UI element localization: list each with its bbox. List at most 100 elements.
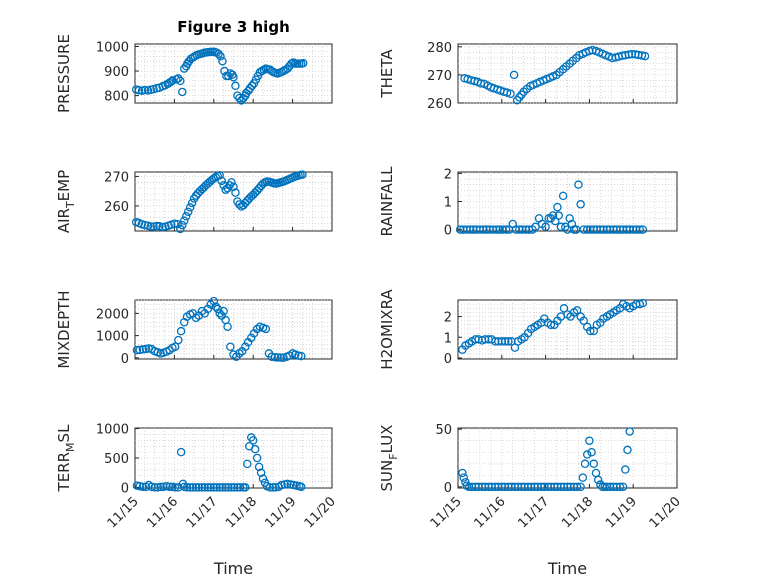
data-point xyxy=(138,482,148,492)
data-point xyxy=(273,353,282,362)
y-axis-label: PRESSURE xyxy=(55,34,73,113)
data-point xyxy=(241,342,250,352)
data-point xyxy=(554,211,563,220)
data-point xyxy=(248,436,258,445)
subplot-sun-flux: 0 50 11/15 11/16 11/17 11/18 11/19 11/20 SUNFLUX… xyxy=(378,423,684,578)
data-point xyxy=(572,306,582,315)
subplot-mixdepth: 0 1000 2000 MIXDEPTH xyxy=(55,290,333,369)
data-point xyxy=(218,483,227,492)
x-tick-label: 11/19 xyxy=(603,494,640,531)
y-axis-label: TERRMSL xyxy=(55,424,77,493)
data-point xyxy=(194,483,204,492)
y-axis-label: RAINFALL xyxy=(378,166,396,237)
x-tick-label: 11/15 xyxy=(428,494,465,531)
y-tick-label: 270 xyxy=(427,69,452,84)
subplot-h2omixra: 0 1 2 H2OMIXRA xyxy=(378,289,678,370)
data-point xyxy=(212,483,221,492)
y-tick-label: 0 xyxy=(444,224,452,239)
subplot-pressure: 800 900 1000 PRESSURE Figure 3 high xyxy=(55,18,333,113)
data-point xyxy=(206,483,215,492)
data-point xyxy=(621,465,630,474)
data-point xyxy=(170,219,179,228)
data-point xyxy=(170,342,180,352)
data-point xyxy=(241,483,250,492)
data-point xyxy=(546,320,556,330)
data-point xyxy=(250,444,260,454)
data-point xyxy=(132,345,142,355)
data-point xyxy=(215,170,224,180)
x-tick-label: 11/20 xyxy=(302,494,339,531)
data-point xyxy=(579,316,588,325)
data-point xyxy=(176,76,185,86)
x-tick-label: 11/17 xyxy=(515,494,552,531)
data-point xyxy=(152,221,161,231)
data-point xyxy=(226,342,235,352)
data-point xyxy=(203,483,213,492)
y-tick-label: 0 xyxy=(121,352,129,367)
data-point xyxy=(637,51,647,60)
data-point xyxy=(277,480,286,490)
data-point xyxy=(635,225,645,234)
y-tick-label: 260 xyxy=(427,97,452,112)
data-point xyxy=(283,479,292,489)
y-tick-label: 1000 xyxy=(96,40,129,55)
data-point xyxy=(553,202,562,212)
data-point xyxy=(227,178,236,187)
y-tick-label: 1 xyxy=(444,196,452,211)
data-point xyxy=(174,335,183,345)
data-point xyxy=(638,298,648,308)
data-point xyxy=(229,72,238,82)
data-point xyxy=(187,198,197,208)
data-point xyxy=(587,447,596,457)
data-point xyxy=(574,180,583,189)
y-tick-label: 0 xyxy=(444,352,452,367)
data-point xyxy=(174,74,183,83)
y-tick-label: 50 xyxy=(435,423,452,438)
y-tick-label: 280 xyxy=(427,41,452,56)
data-point xyxy=(138,345,148,354)
data-point xyxy=(188,483,198,492)
subplot-air-temp: 260 270 AIRTEMP xyxy=(55,170,333,234)
data-point xyxy=(182,483,192,492)
data-point xyxy=(211,302,221,311)
data-point xyxy=(170,483,180,492)
x-tick-label: 11/18 xyxy=(223,494,260,531)
data-point xyxy=(146,222,156,231)
data-point xyxy=(576,200,585,209)
data-point xyxy=(558,191,568,201)
y-tick-label: 2 xyxy=(444,311,452,326)
data-point xyxy=(297,482,306,492)
data-point xyxy=(203,304,213,314)
data-point xyxy=(209,483,219,492)
data-point xyxy=(176,326,186,336)
data-point xyxy=(135,345,144,355)
data-point xyxy=(259,65,269,75)
data-point xyxy=(178,87,187,97)
data-point xyxy=(149,222,158,231)
data-point xyxy=(197,483,207,492)
y-axis-label: AIRTEMP xyxy=(55,170,77,233)
data-point xyxy=(217,176,226,186)
data-point xyxy=(233,483,242,492)
subplot-theta: 260 270 280 THETA xyxy=(378,41,678,112)
data-point xyxy=(247,81,257,91)
y-axis-label: THETA xyxy=(378,49,396,99)
data-point xyxy=(576,482,585,492)
subplot-rainfall: 0 1 2 RAINFALL xyxy=(378,166,678,239)
data-point xyxy=(572,482,582,492)
data-point xyxy=(466,225,475,234)
y-tick-label: 2 xyxy=(444,167,452,182)
data-point xyxy=(224,483,233,492)
data-point xyxy=(589,459,599,469)
data-point xyxy=(502,88,512,97)
y-tick-label: 260 xyxy=(104,200,129,215)
data-point xyxy=(625,427,634,436)
data-point xyxy=(135,481,144,491)
data-point xyxy=(235,483,245,492)
data-point xyxy=(168,76,177,85)
data-point xyxy=(246,333,256,343)
subplot-terr-msl: 0 500 1000 11/15 11/16 11/17 11/18 11/19 11/20 TE… xyxy=(55,423,339,578)
data-point xyxy=(501,337,510,346)
data-point xyxy=(235,200,244,209)
